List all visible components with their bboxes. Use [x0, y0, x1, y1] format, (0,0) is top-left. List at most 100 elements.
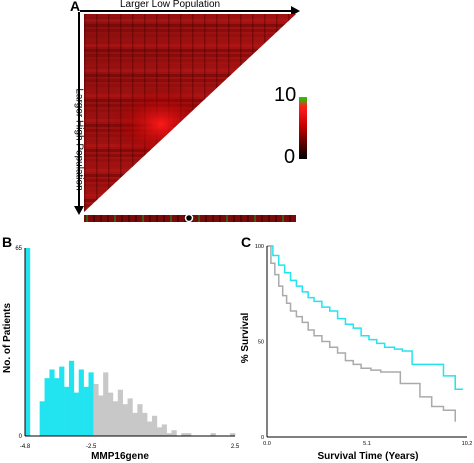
- histogram-bar: [142, 412, 148, 436]
- heatmap-stripe: [84, 164, 296, 167]
- heatmap-stripe: [84, 204, 296, 207]
- heatmap-stripe: [84, 194, 296, 197]
- strip-mark: [149, 215, 151, 222]
- b-tick-labels: -4.8 -2.5 2.5 0 65: [15, 246, 240, 450]
- histogram-bar: [64, 386, 70, 436]
- colorbar-max-label: 10: [274, 84, 297, 106]
- strip-mark: [121, 215, 123, 222]
- strip-mark: [226, 215, 228, 222]
- strip-mark: [275, 215, 277, 222]
- panel-b-histogram: -4.8 -2.5 2.5 0 65 MMP16gene No. of Patients: [2, 246, 240, 462]
- histogram-bar: [93, 383, 99, 436]
- panel-a-letter: A: [70, 0, 81, 14]
- heatmap-column-line: [204, 14, 206, 212]
- panel-a-heatmap: [74, 6, 307, 223]
- histogram-bar: [181, 433, 187, 436]
- survival-curves: [267, 245, 464, 422]
- heatmap-stripe: [84, 79, 296, 82]
- histogram-bars: [25, 248, 236, 436]
- b-x-tick-label: -2.5: [86, 444, 97, 450]
- histogram-bar: [137, 404, 143, 436]
- strip-mark: [212, 215, 214, 222]
- heatmap-stripe: [84, 169, 296, 172]
- survival-curve: [267, 245, 456, 422]
- strip-mark: [107, 215, 109, 222]
- heatmap-stripe: [84, 49, 296, 52]
- c-y-axis-label: % Survival: [240, 312, 251, 363]
- strip-mark: [247, 215, 249, 222]
- histogram-bar: [151, 415, 158, 436]
- histogram-bar: [54, 378, 60, 436]
- histogram-bar: [112, 401, 119, 436]
- heatmap-stripe: [84, 154, 296, 157]
- heatmap-stripe: [84, 54, 296, 57]
- strip-mark: [114, 215, 116, 222]
- heatmap-stripe: [84, 209, 296, 212]
- histogram-bar: [44, 378, 50, 436]
- panel-c-letter: C: [241, 234, 252, 250]
- heatmap-column-line: [216, 14, 218, 212]
- heatmap-column-line: [288, 14, 290, 212]
- c-x-tick-label: 5.1: [363, 441, 371, 447]
- histogram-bar: [108, 392, 114, 436]
- heatmap-stripe: [84, 34, 296, 37]
- c-y-tick-label: 100: [255, 244, 264, 250]
- heatmap-column-line: [228, 14, 230, 212]
- c-y-tick-label: 50: [258, 340, 264, 346]
- c-x-tick-label: 0.0: [263, 441, 271, 447]
- histogram-bar: [68, 360, 75, 436]
- histogram-bar: [39, 401, 45, 436]
- histogram-bar: [132, 412, 138, 436]
- histogram-bar: [127, 398, 133, 436]
- histogram-bar: [88, 372, 94, 436]
- heatmap-column-line: [240, 14, 242, 212]
- histogram-bar: [210, 433, 216, 436]
- panel-b-letter: B: [2, 234, 13, 250]
- strip-mark: [205, 215, 207, 222]
- panel-c-survival: 0.0 5.1 10.2 0 50 100 Survival Time (Years) %…: [240, 244, 472, 462]
- heatmap-stripe: [84, 39, 296, 42]
- heatmap-stripe: [84, 29, 296, 32]
- histogram-bar: [49, 369, 55, 436]
- histogram-bar: [83, 386, 89, 436]
- histogram-bar: [166, 433, 172, 436]
- colorbar-min-label: 0: [284, 146, 296, 168]
- heatmap-stripe: [84, 174, 296, 177]
- strip-mark: [135, 215, 137, 222]
- heatmap-stripe: [84, 24, 296, 27]
- histogram-bar: [117, 389, 123, 436]
- b-y-tick-label: 65: [15, 246, 22, 252]
- colorbar: [299, 97, 307, 159]
- histogram-bar: [73, 392, 80, 436]
- heatmap-stripe: [84, 59, 296, 62]
- strip-mark: [100, 215, 102, 222]
- heatmap-stripe: [84, 64, 296, 67]
- histogram-bar: [147, 421, 153, 436]
- histogram-bar: [230, 433, 236, 436]
- strip-mark: [289, 215, 291, 222]
- heatmap-column-line: [252, 14, 254, 212]
- heatmap-column-line: [264, 14, 266, 212]
- strip-mark: [142, 215, 144, 222]
- top-arrow-head: [291, 6, 300, 16]
- heatmap-hotspot: [95, 75, 215, 165]
- heatmap-stripe: [84, 184, 296, 187]
- strip-mark: [261, 215, 263, 222]
- side-arrow-head: [74, 206, 84, 215]
- strip-mark: [93, 215, 95, 222]
- b-x-tick-label: 2.5: [231, 444, 240, 450]
- survival-curve: [267, 245, 464, 390]
- strip-mark: [240, 215, 242, 222]
- heatmap-column-line: [276, 14, 278, 212]
- heatmap-column-line: [84, 14, 86, 212]
- strip-mark: [198, 215, 200, 222]
- strip-mark: [170, 215, 172, 222]
- histogram-bar: [156, 427, 163, 436]
- strip-mark: [177, 215, 179, 222]
- histogram-bar: [171, 430, 177, 436]
- cutoff-marker: [184, 213, 194, 223]
- histogram-bar: [59, 366, 65, 436]
- b-y-tick-label: 0: [19, 434, 23, 440]
- histogram-bar: [25, 248, 31, 436]
- heatmap-stripe: [84, 14, 296, 17]
